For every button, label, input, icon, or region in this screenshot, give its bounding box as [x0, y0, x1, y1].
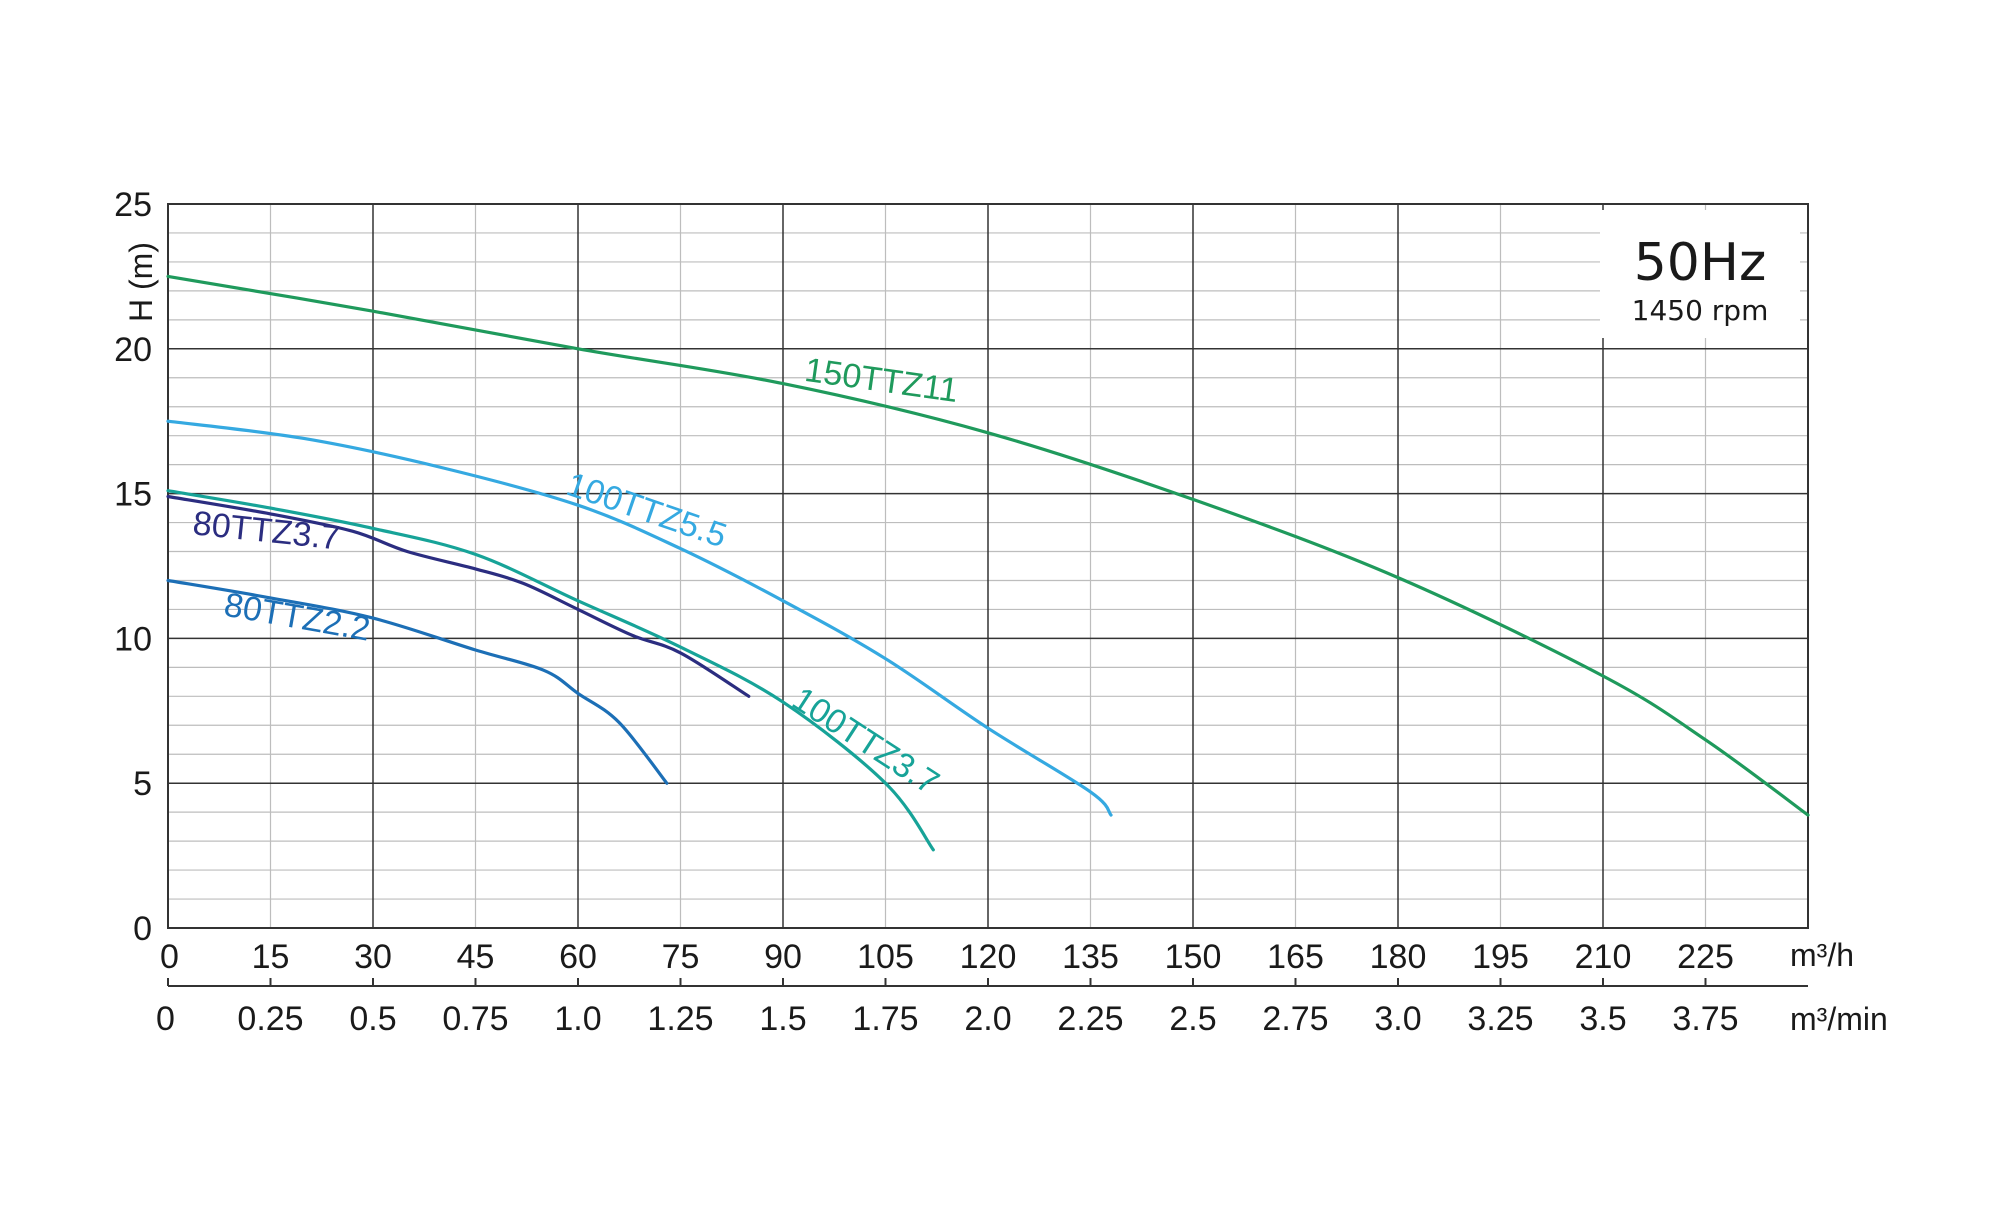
- info-box: 50Hz 1450 rpm: [1600, 210, 1800, 338]
- series-label: 100TTZ5.5: [562, 465, 732, 555]
- x-tick-label-secondary: 0.75: [442, 1000, 508, 1038]
- x-tick-labels-secondary: 0 0.25 0.5 0.75 1.0 1.25 1.5 1.75 2.0 2.25 2.5 2.75…: [156, 1000, 1739, 1038]
- x-tick-label-secondary: 2.0: [964, 1000, 1011, 1038]
- x-tick-label-primary: 195: [1472, 938, 1529, 976]
- series-labels: 150TTZ11100TTZ5.5100TTZ3.780TTZ3.780TTZ2…: [191, 351, 960, 802]
- y-tick-labels: 0 5 10 15 20 25: [114, 186, 152, 948]
- speed-label: 1450 rpm: [1632, 294, 1769, 327]
- x-tick-label-primary: 0: [160, 938, 179, 976]
- x-tick-label-primary: 210: [1575, 938, 1632, 976]
- x-tick-label-primary: 165: [1267, 938, 1324, 976]
- x-tick-labels-primary: 0 15 30 45 60 75 90 105 120 135 150 165 180 195 210 225: [160, 938, 1734, 976]
- series-line: [166, 489, 935, 852]
- x-tick-label-primary: 45: [457, 938, 495, 976]
- x-tick-label-secondary: 3.0: [1374, 1000, 1421, 1038]
- x-axis-unit-primary: m³/h: [1790, 937, 1854, 973]
- y-axis-label: H (m): [123, 242, 159, 322]
- y-tick-label: 25: [114, 186, 152, 224]
- x-tick-label-primary: 15: [252, 938, 290, 976]
- plot-frame: [167, 203, 1809, 929]
- x-tick-label-primary: 150: [1165, 938, 1222, 976]
- series-label: 80TTZ3.7: [191, 504, 342, 557]
- x-tick-label-secondary: 2.5: [1169, 1000, 1216, 1038]
- series-line: [166, 578, 669, 785]
- secondary-axis-ticks: [167, 978, 1707, 986]
- series-line: [166, 419, 1113, 817]
- x-tick-label-secondary: 0.25: [237, 1000, 303, 1038]
- grid-major: [168, 204, 1808, 928]
- x-tick-label-secondary: 1.25: [647, 1000, 713, 1038]
- x-axis-unit-secondary: m³/min: [1790, 1001, 1888, 1037]
- y-tick-label: 15: [114, 476, 152, 514]
- y-tick-label: 10: [114, 620, 152, 658]
- frequency-label: 50Hz: [1634, 233, 1767, 293]
- series-label: 80TTZ2.2: [221, 586, 373, 649]
- x-tick-label-secondary: 1.75: [852, 1000, 918, 1038]
- x-tick-label-secondary: 3.25: [1467, 1000, 1533, 1038]
- x-tick-label-secondary: 1.5: [759, 1000, 806, 1038]
- y-tick-label: 0: [133, 910, 152, 948]
- series-line: [166, 494, 751, 698]
- x-tick-label-primary: 180: [1370, 938, 1427, 976]
- x-tick-label-primary: 135: [1062, 938, 1119, 976]
- info-box-background: [1600, 210, 1800, 338]
- x-tick-label-secondary: 3.5: [1579, 1000, 1626, 1038]
- x-tick-label-primary: 90: [764, 938, 802, 976]
- x-tick-label-secondary: 2.25: [1057, 1000, 1123, 1038]
- x-tick-label-secondary: 0.5: [349, 1000, 396, 1038]
- x-tick-label-primary: 75: [662, 938, 700, 976]
- x-tick-label-secondary: 1.0: [554, 1000, 601, 1038]
- series-lines: [166, 274, 1810, 852]
- y-tick-label: 5: [133, 765, 152, 803]
- series-label: 150TTZ11: [802, 351, 960, 410]
- x-tick-label-primary: 60: [559, 938, 597, 976]
- x-tick-label-primary: 225: [1677, 938, 1734, 976]
- x-tick-label-primary: 30: [354, 938, 392, 976]
- x-tick-label-secondary: 3.75: [1672, 1000, 1738, 1038]
- x-tick-label-primary: 120: [960, 938, 1017, 976]
- x-tick-label-secondary: 2.75: [1262, 1000, 1328, 1038]
- series-line: [166, 274, 1810, 817]
- x-tick-label-secondary: 0: [156, 1000, 175, 1038]
- y-tick-label: 20: [114, 331, 152, 369]
- x-tick-label-primary: 105: [857, 938, 914, 976]
